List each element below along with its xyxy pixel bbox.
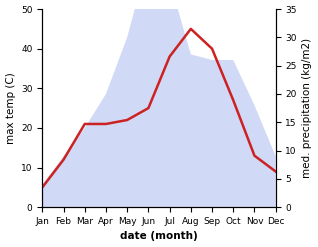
Y-axis label: max temp (C): max temp (C) [5,72,16,144]
X-axis label: date (month): date (month) [120,231,198,242]
Y-axis label: med. precipitation (kg/m2): med. precipitation (kg/m2) [302,38,313,178]
